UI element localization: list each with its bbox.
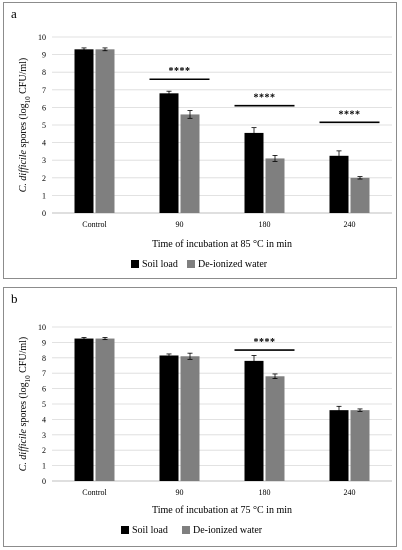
y-tick-label: 5 [42, 400, 46, 409]
y-tick-label: 2 [42, 446, 46, 455]
bar-soil-load [329, 155, 349, 213]
y-tick-label: 1 [42, 462, 46, 471]
y-tick-label: 6 [42, 385, 46, 394]
x-tick-label: 90 [176, 488, 184, 497]
x-tick-label: 90 [176, 220, 184, 229]
bar-soil-load [244, 132, 264, 213]
bar-deionized-water [350, 177, 370, 213]
legend-swatch [121, 526, 129, 534]
bar-soil-load [74, 49, 94, 213]
bar-deionized-water [95, 338, 115, 481]
y-axis-title-organism: C. difficile [18, 149, 29, 192]
x-tick-label: Control [82, 488, 107, 497]
significance-stars: **** [254, 337, 276, 348]
legend-label: Soil load [132, 525, 168, 536]
y-axis-title-organism: C. difficile [18, 428, 29, 471]
y-axis-title-subscript: 10 [24, 375, 32, 383]
y-tick-label: 4 [42, 139, 46, 148]
bar-deionized-water [350, 410, 370, 481]
y-tick-label: 5 [42, 121, 46, 130]
y-tick-label: 1 [42, 191, 46, 200]
bar-soil-load [159, 93, 179, 213]
x-axis-title: Time of incubation at 85 °C in min [152, 239, 292, 250]
x-tick-label: 240 [344, 488, 356, 497]
chart-panel-b: b 0 1 2 3 4 5 6 7 8 9 10 Control 90 180 240 **** Time of … [3, 287, 397, 547]
bar-soil-load [244, 360, 264, 481]
legend-label: De-ionized water [198, 259, 268, 270]
bar-deionized-water [180, 114, 200, 213]
y-axis-title-text: spores (log [18, 382, 29, 429]
bar-deionized-water [95, 49, 115, 213]
bar-soil-load [74, 338, 94, 481]
y-axis-title-text: spores (log [18, 103, 29, 150]
legend-swatch [187, 260, 195, 268]
y-tick-label: 7 [42, 369, 46, 378]
y-tick-label: 9 [42, 338, 46, 347]
y-axis-title-subscript: 10 [24, 96, 32, 104]
bar-deionized-water [180, 356, 200, 481]
bar-chart-a: a 0 1 2 3 4 5 6 7 8 9 10 Control 90 180 240 **** **** ****… [11, 6, 392, 270]
bar-chart-b: b 0 1 2 3 4 5 6 7 8 9 10 Control 90 180 240 **** Time of … [11, 291, 392, 536]
y-tick-label: 9 [42, 51, 46, 60]
y-tick-label: 4 [42, 415, 46, 424]
panel-letter: a [11, 6, 17, 21]
y-tick-label: 8 [42, 354, 46, 363]
y-tick-label: 8 [42, 68, 46, 77]
x-axis-title: Time of incubation at 75 °C in min [152, 505, 292, 516]
legend-label: Soil load [142, 259, 178, 270]
bar-soil-load [159, 355, 179, 481]
significance-stars: **** [169, 66, 191, 77]
x-tick-label: 180 [259, 220, 271, 229]
y-axis-title: C. difficile spores (log10 CFU/ml) [18, 337, 32, 472]
y-tick-label: 0 [42, 209, 46, 218]
y-tick-label: 0 [42, 477, 46, 486]
x-tick-label: 240 [344, 220, 356, 229]
y-tick-label: 6 [42, 103, 46, 112]
chart-panel-a: a 0 1 2 3 4 5 6 7 8 9 10 Control 90 180 240 **** **** ****… [3, 2, 397, 279]
x-tick-label: 180 [259, 488, 271, 497]
y-axis-title-unit: CFU/ml) [18, 58, 29, 97]
legend-swatch [131, 260, 139, 268]
legend-swatch [182, 526, 190, 534]
bar-soil-load [329, 410, 349, 481]
y-tick-label: 10 [38, 33, 46, 42]
legend-label: De-ionized water [193, 525, 263, 536]
y-tick-label: 3 [42, 431, 46, 440]
y-tick-label: 7 [42, 86, 46, 95]
significance-stars: **** [339, 109, 361, 120]
x-tick-label: Control [82, 220, 107, 229]
y-tick-label: 3 [42, 156, 46, 165]
bar-deionized-water [265, 158, 285, 213]
y-tick-label: 10 [38, 323, 46, 332]
y-axis-title-unit: CFU/ml) [18, 337, 29, 376]
y-axis-title: C. difficile spores (log10 CFU/ml) [18, 58, 32, 193]
panel-letter: b [11, 291, 18, 306]
significance-stars: **** [254, 93, 276, 104]
y-tick-label: 2 [42, 174, 46, 183]
bar-deionized-water [265, 376, 285, 481]
